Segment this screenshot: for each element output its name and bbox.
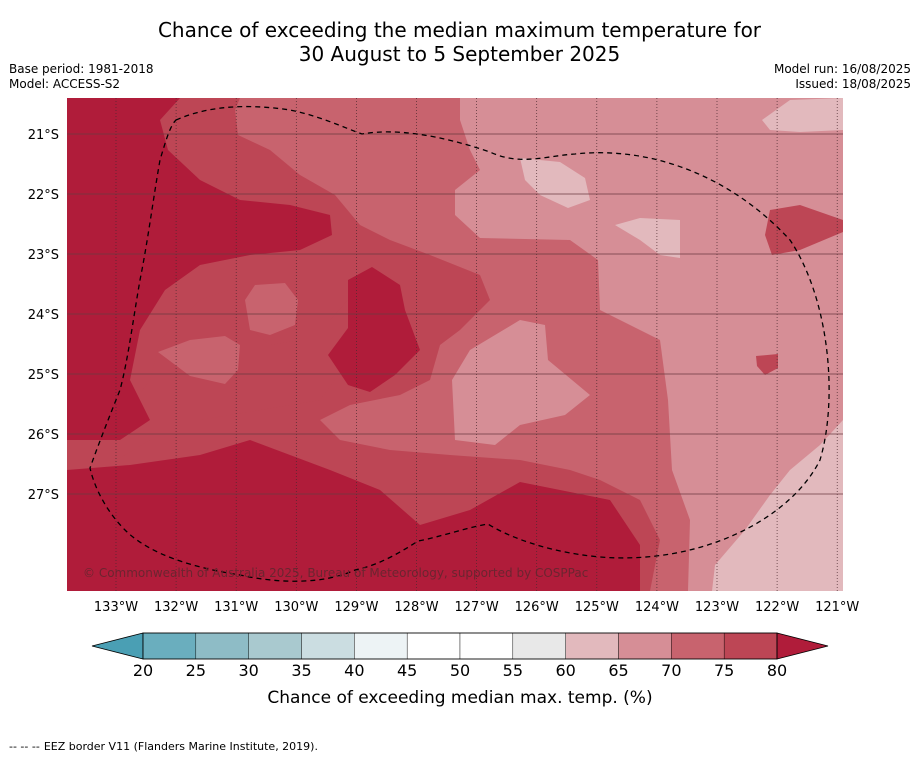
band-70-75-pocket-2 <box>158 336 240 384</box>
band-65-70-center <box>452 320 590 445</box>
colorbar-tick-label: 55 <box>503 661 523 680</box>
colorbar-tick-label: 75 <box>714 661 734 680</box>
longitude-label: 131°W <box>214 600 258 615</box>
colorbar-tick-label: 30 <box>238 661 258 680</box>
band-75-80-east-edge <box>765 205 843 255</box>
colorbar-swatch <box>618 632 672 660</box>
longitude-label: 129°W <box>334 600 378 615</box>
latitude-labels: 21°S 22°S 23°S 24°S 25°S 26°S 27°S <box>28 128 59 503</box>
colorbar-tick-label: 45 <box>397 661 417 680</box>
base-period: Base period: 1981-2018 <box>9 62 154 76</box>
graticule <box>67 98 843 591</box>
map-title-line-2: 30 August to 5 September 2025 <box>298 42 621 66</box>
longitude-label: 121°W <box>815 600 859 615</box>
colorbar-tick-label: 20 <box>133 661 153 680</box>
colorbar-tick-label: 80 <box>767 661 787 680</box>
eez-legend-text: EEZ border V11 (Flanders Marine Institut… <box>43 740 318 753</box>
copyright-text: © Commonwealth of Australia 2025, Bureau… <box>83 566 588 580</box>
colorbar-under-arrow <box>91 632 144 660</box>
meta-right: Model run: 16/08/2025 Issued: 18/08/2025 <box>774 62 911 92</box>
band-over-80-center <box>328 267 420 392</box>
longitude-label: 125°W <box>575 600 619 615</box>
band-over-80-south <box>67 440 640 591</box>
latitude-label: 24°S <box>28 308 59 323</box>
band-65-70 <box>455 98 843 591</box>
colorbar-tick-label: 60 <box>555 661 575 680</box>
longitude-label: 130°W <box>274 600 318 615</box>
colorbar-tick-label: 65 <box>608 661 628 680</box>
map-title: Chance of exceeding the median maximum t… <box>0 18 919 66</box>
colorbar-swatch <box>512 632 566 660</box>
band-60-65-east <box>615 218 680 258</box>
colorbar-swatch <box>195 632 249 660</box>
longitude-label: 133°W <box>94 600 138 615</box>
band-60-65-north <box>520 158 590 208</box>
latitude-label: 22°S <box>28 188 59 203</box>
longitude-label: 123°W <box>695 600 739 615</box>
colorbar-tick-label: 25 <box>186 661 206 680</box>
longitude-label: 128°W <box>394 600 438 615</box>
band-70-75-pocket-1 <box>245 283 298 335</box>
band-60-65-top-right <box>762 98 843 132</box>
model-run: Model run: 16/08/2025 <box>773 62 911 76</box>
meta-left: Base period: 1981-2018 Model: ACCESS-S2 <box>9 62 154 92</box>
longitude-labels: 133°W 132°W 131°W 130°W 129°W 128°W 127°W 126°W… <box>94 600 860 615</box>
band-75-80-east-spot <box>756 354 778 375</box>
latitude-label: 23°S <box>28 248 59 263</box>
colorbar-tick-label: 40 <box>344 661 364 680</box>
legend-note: -- -- -- EEZ border V11 (Flanders Marine … <box>9 740 322 753</box>
eez-legend-dashes: -- -- -- <box>9 740 40 753</box>
colorbar: 20 25 30 35 40 45 50 55 60 65 70 75 80 <box>91 632 829 680</box>
model-name: Model: ACCESS-S2 <box>9 77 121 91</box>
colorbar-swatch <box>301 632 355 660</box>
colorbar-swatch <box>354 632 408 660</box>
longitude-label: 124°W <box>635 600 679 615</box>
longitude-label: 126°W <box>515 600 559 615</box>
colorbar-tick-label: 70 <box>661 661 681 680</box>
colorbar-tick-label: 50 <box>450 661 470 680</box>
probability-field <box>67 98 843 591</box>
colorbar-outline <box>142 632 778 660</box>
band-60-65-southeast <box>712 420 843 591</box>
longitude-label: 127°W <box>455 600 499 615</box>
colorbar-tick-label: 35 <box>291 661 311 680</box>
colorbar-label: Chance of exceeding median max. temp. (%… <box>267 688 652 708</box>
colorbar-over-arrow <box>776 632 829 660</box>
longitude-label: 132°W <box>154 600 198 615</box>
colorbar-swatch <box>248 632 302 660</box>
issued-date: Issued: 18/08/2025 <box>795 77 911 91</box>
colorbar-swatch <box>459 632 514 660</box>
map-title-line-1: Chance of exceeding the median maximum t… <box>157 18 762 42</box>
latitude-label: 27°S <box>28 488 59 503</box>
colorbar-swatch <box>142 632 197 660</box>
colorbar-swatch <box>406 632 461 660</box>
longitude-label: 122°W <box>755 600 799 615</box>
latitude-label: 26°S <box>28 428 59 443</box>
band-over-80-northwest <box>67 98 332 440</box>
colorbar-swatch <box>723 632 778 660</box>
latitude-label: 25°S <box>28 368 59 383</box>
colorbar-swatch <box>671 632 725 660</box>
colorbar-swatch <box>565 632 619 660</box>
latitude-label: 21°S <box>28 128 59 143</box>
